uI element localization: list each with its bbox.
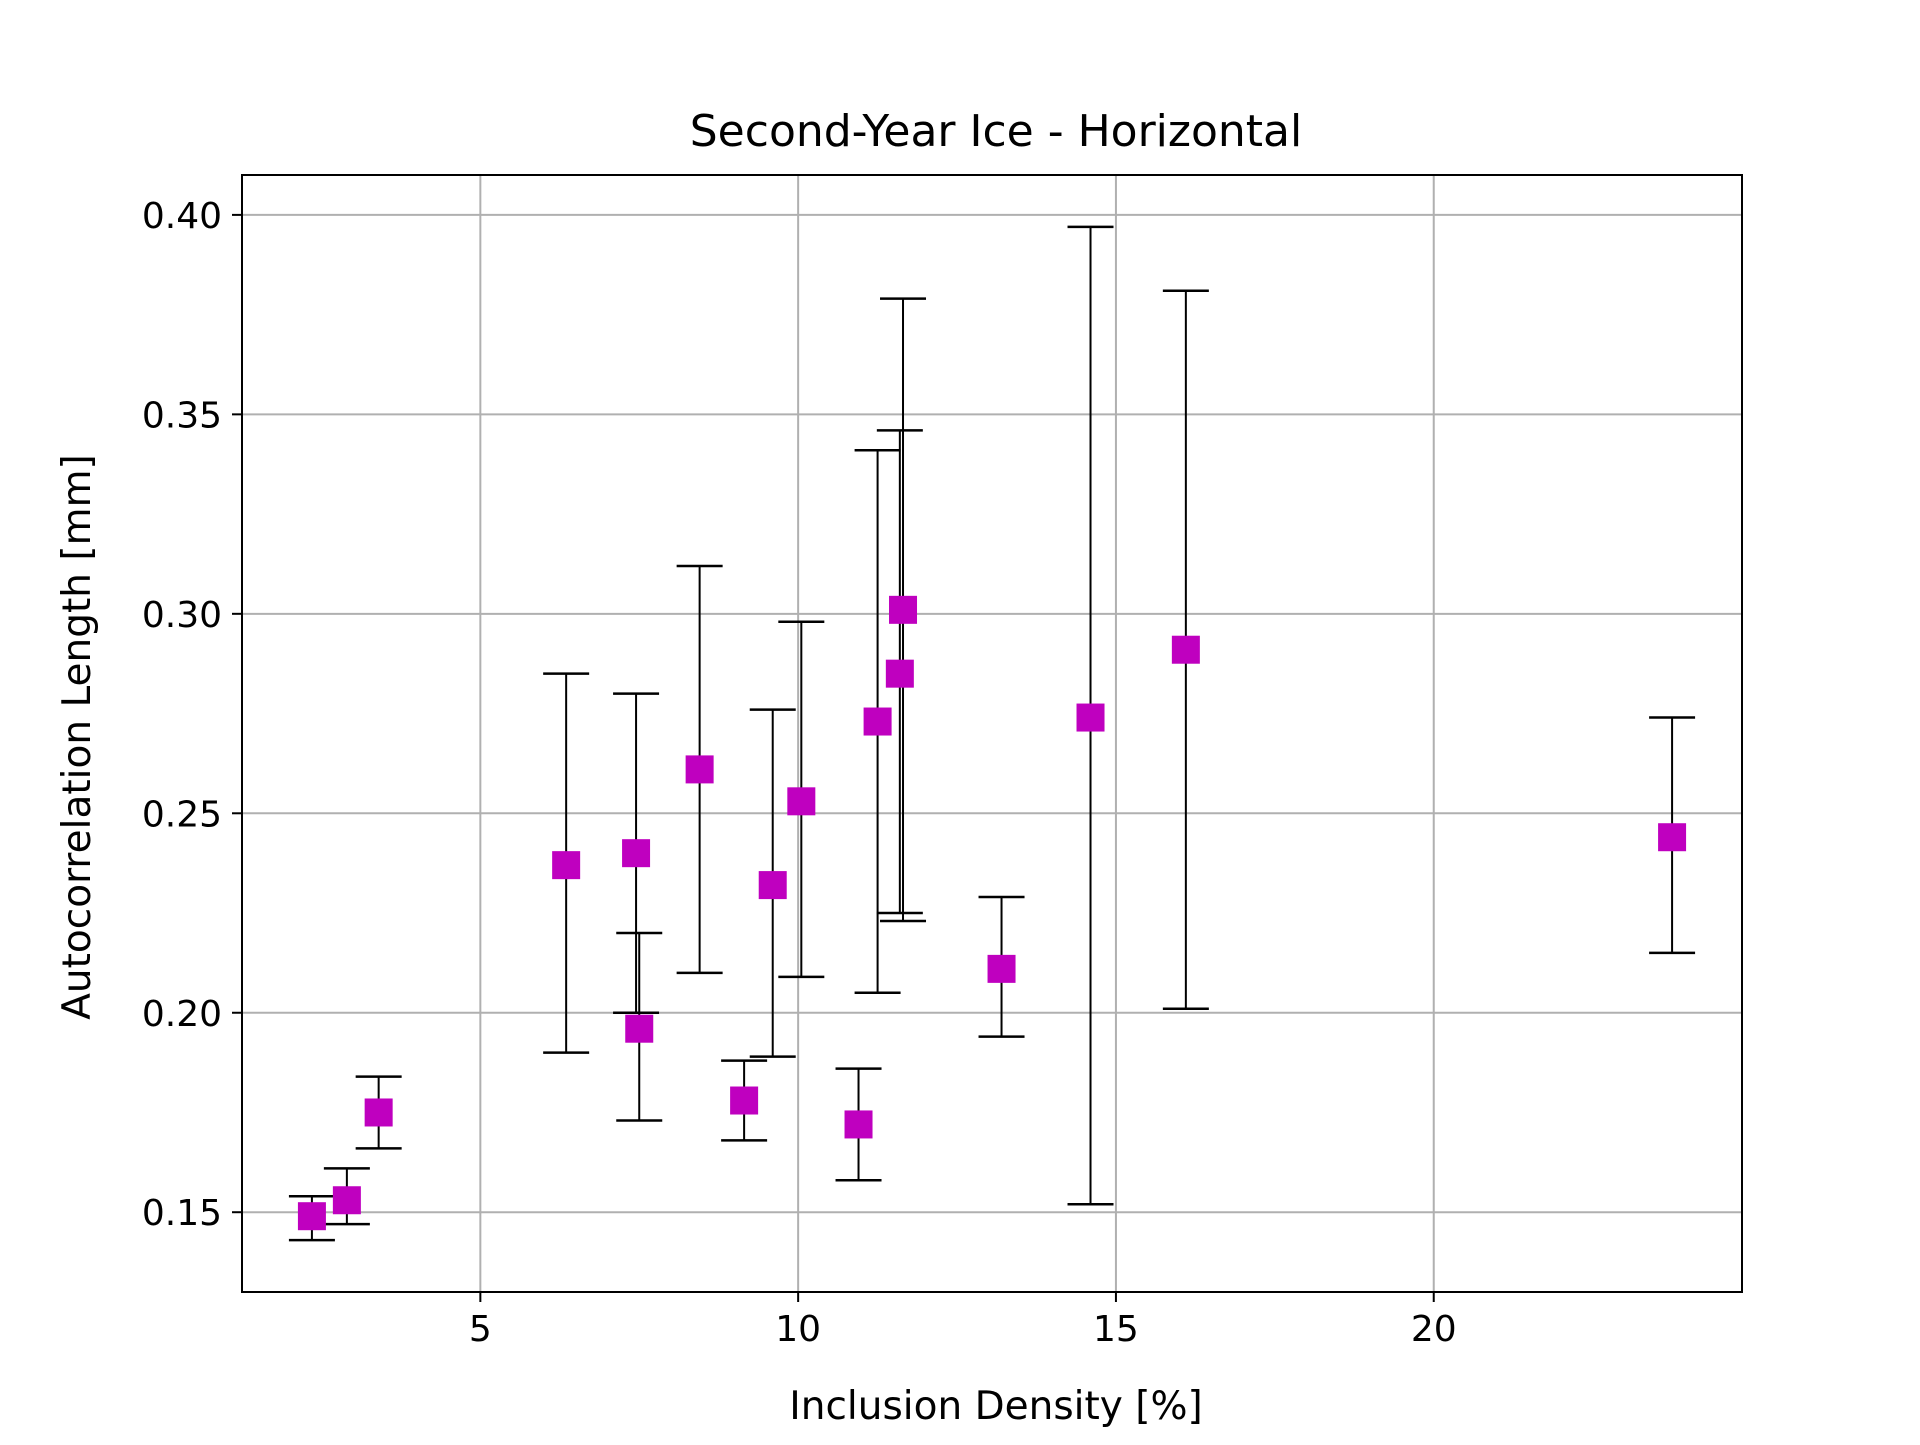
data-point xyxy=(297,1202,326,1231)
data-point xyxy=(622,839,651,868)
data-point xyxy=(758,871,787,900)
y-tick-label: 0.15 xyxy=(142,1193,222,1234)
data-point xyxy=(863,707,892,736)
data-point xyxy=(1171,635,1200,664)
x-axis-label: Inclusion Density [%] xyxy=(789,1384,1203,1429)
y-axis-label: Autocorrelation Length [mm] xyxy=(55,454,100,1020)
y-tick-label: 0.40 xyxy=(142,196,222,237)
data-point xyxy=(552,851,581,880)
data-point xyxy=(1076,703,1105,732)
data-point xyxy=(1658,823,1687,852)
data-point xyxy=(625,1014,654,1043)
plot-frame xyxy=(241,174,1743,1293)
y-tick-label: 0.25 xyxy=(142,794,222,835)
data-point xyxy=(885,659,914,688)
x-tick-label: 10 xyxy=(775,1309,821,1350)
data-point xyxy=(889,595,918,624)
y-tick-label: 0.30 xyxy=(142,595,222,636)
x-tick-label: 20 xyxy=(1411,1309,1457,1350)
x-tick-label: 5 xyxy=(469,1309,492,1350)
y-tick-label: 0.20 xyxy=(142,994,222,1035)
axis-ticks: 5 10 15 20 0.15 0.20 0.25 0.30 0.35 0.40 xyxy=(142,196,1457,1350)
data-point xyxy=(844,1110,873,1139)
data-point xyxy=(730,1086,759,1115)
data-point xyxy=(332,1186,361,1215)
grid xyxy=(242,175,1742,1292)
data-markers xyxy=(297,595,1687,1231)
data-point xyxy=(685,755,714,784)
data-point xyxy=(987,954,1016,983)
y-tick-label: 0.35 xyxy=(142,395,222,436)
x-tick-label: 15 xyxy=(1093,1309,1139,1350)
data-point xyxy=(364,1098,393,1127)
data-point xyxy=(787,787,816,816)
chart-title: Second-Year Ice - Horizontal xyxy=(690,106,1302,157)
